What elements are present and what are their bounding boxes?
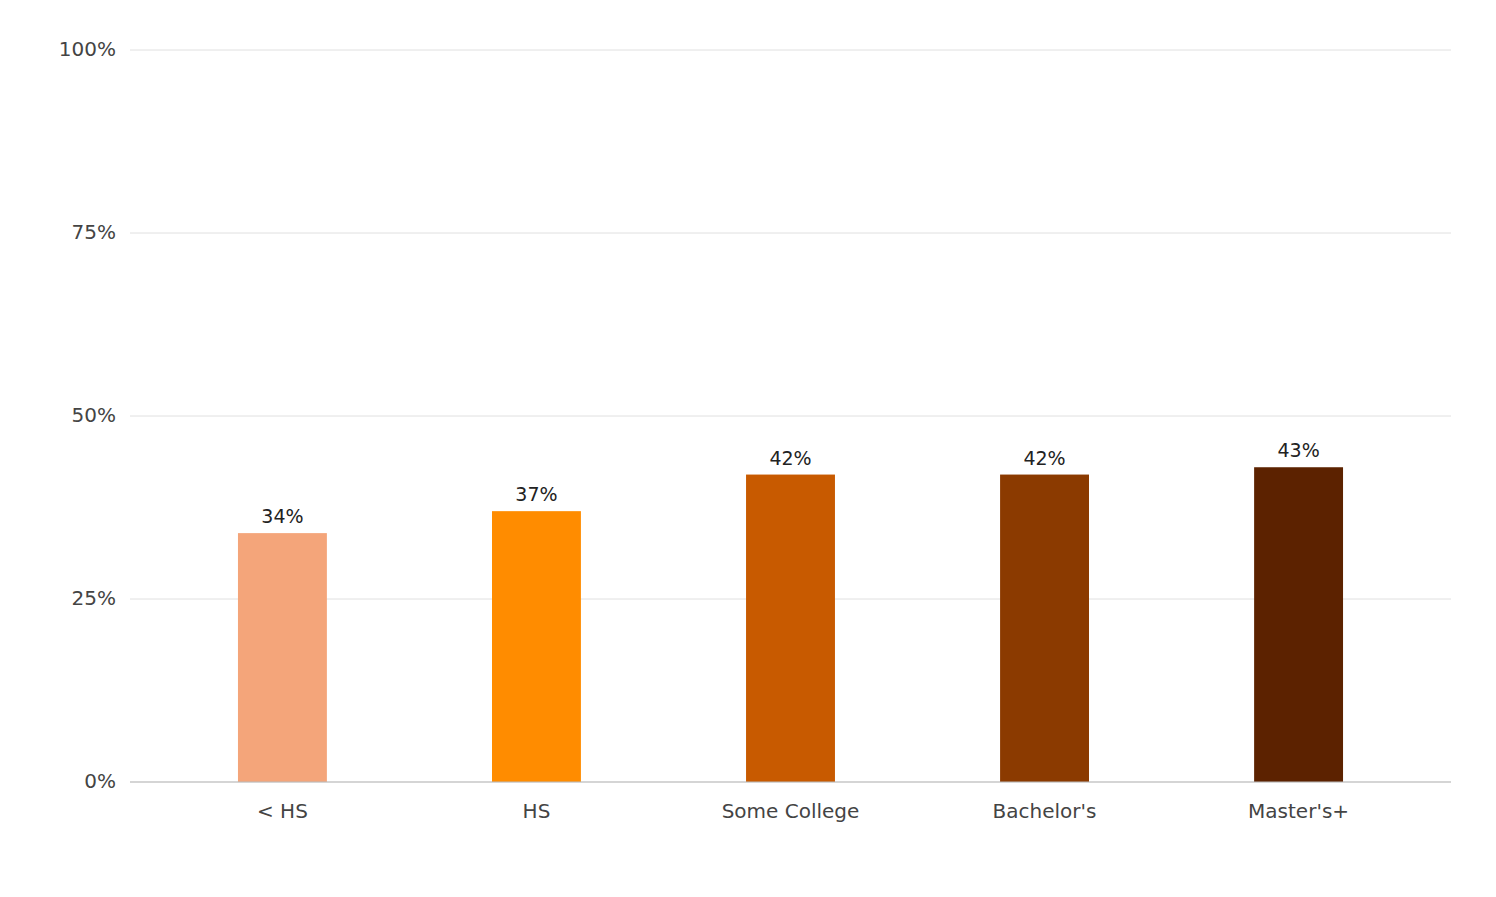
chart-container: 0% 25% 50% 75% 100% < HS HS Some College Bachelo…	[0, 0, 1496, 897]
y-tick-label: 0%	[84, 769, 116, 793]
x-tick-label: < HS	[257, 799, 308, 823]
data-label: 37%	[515, 483, 557, 505]
page: {"chart_data": {"type": "bar", "categori…	[0, 0, 1496, 897]
grid-line	[130, 50, 1451, 51]
x-tick-label: Master's+	[1248, 799, 1349, 823]
y-tick-label: 25%	[72, 586, 116, 610]
y-tick-label: 100%	[59, 37, 116, 61]
data-labels: 34% 37% 42% 42% 43%	[261, 439, 1319, 527]
data-label: 43%	[1277, 439, 1319, 461]
x-tick-label: Bachelor's	[993, 799, 1097, 823]
bar	[746, 475, 835, 782]
y-tick-label: 75%	[72, 220, 116, 244]
data-label: 42%	[1023, 447, 1065, 469]
x-tick-label: HS	[523, 799, 551, 823]
data-label: 34%	[261, 505, 303, 527]
grid-line	[130, 233, 1451, 234]
grid-line	[130, 416, 1451, 417]
x-axis-line	[130, 782, 1451, 783]
x-tick-label: Some College	[722, 799, 860, 823]
bar	[1000, 475, 1089, 782]
bars	[238, 467, 1343, 782]
bar	[492, 511, 581, 782]
grid-line	[130, 782, 1451, 783]
data-label: 42%	[769, 447, 811, 469]
bar	[238, 533, 327, 782]
x-axis: < HS HS Some College Bachelor's Master's+	[257, 799, 1349, 823]
plot-area: 0% 25% 50% 75% 100% < HS HS Some College Bachelo…	[59, 37, 1451, 824]
y-tick-label: 50%	[72, 403, 116, 427]
bar	[1254, 467, 1343, 782]
y-grid	[130, 50, 1451, 782]
chart-svg: 0% 25% 50% 75% 100% < HS HS Some College Bachelo…	[0, 0, 1496, 897]
y-axis: 0% 25% 50% 75% 100%	[59, 37, 116, 793]
